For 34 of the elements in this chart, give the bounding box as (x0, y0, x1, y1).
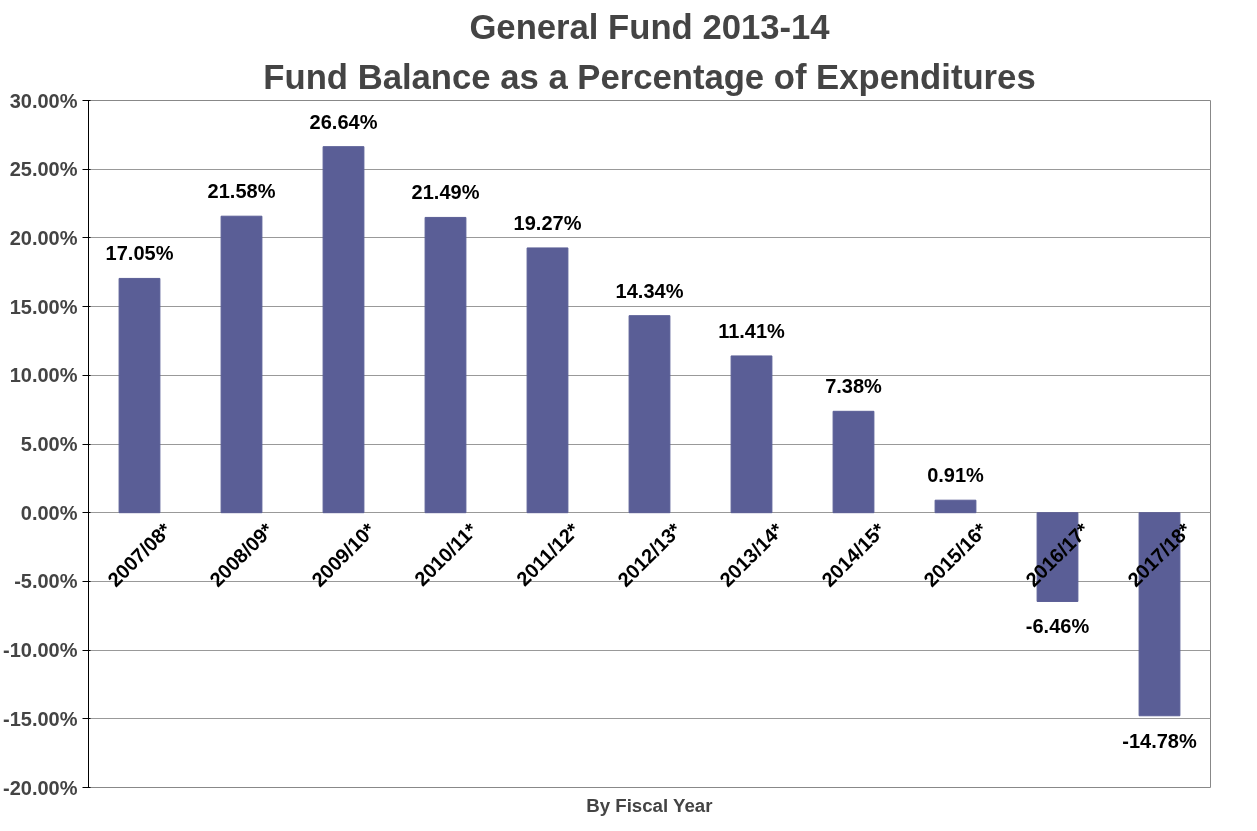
data-label: -6.46% (1025, 615, 1090, 638)
y-tick-label: -20.00% (3, 776, 78, 799)
y-tick-label: 20.00% (9, 226, 78, 249)
chart-subtitle: Fund Balance as a Percentage of Expenditures (263, 57, 1036, 96)
y-tick-label: 10.00% (9, 364, 78, 387)
bar (526, 247, 569, 514)
y-tick-label: 15.00% (9, 295, 78, 318)
bar (934, 499, 977, 514)
data-label: 26.64% (309, 110, 378, 133)
data-label: 11.41% (718, 319, 786, 342)
chart-title: General Fund 2013-14 (469, 7, 831, 46)
bar (730, 355, 773, 514)
y-tick-label: -10.00% (3, 639, 78, 662)
data-label: 7.38% (825, 375, 883, 398)
bar (220, 215, 263, 514)
y-tick-label: 25.00% (9, 158, 78, 181)
data-label: 21.49% (411, 181, 480, 204)
y-tick-label: 30.00% (9, 89, 78, 112)
data-label: 19.27% (513, 211, 582, 234)
data-label: 14.34% (615, 279, 684, 302)
bar (322, 146, 365, 514)
bar (628, 315, 671, 514)
y-tick-label: -5.00% (14, 570, 78, 593)
bar (832, 410, 875, 514)
x-axis-title: By Fiscal Year (586, 794, 713, 816)
bar (424, 216, 467, 514)
data-label: 21.58% (207, 180, 276, 203)
bar (118, 277, 161, 514)
data-label: 17.05% (105, 242, 174, 265)
y-tick-label: -15.00% (3, 707, 78, 730)
data-label: 0.91% (927, 464, 985, 487)
y-tick-label: 0.00% (20, 501, 78, 524)
data-label: -14.78% (1122, 729, 1197, 752)
y-tick-label: 5.00% (20, 433, 78, 455)
